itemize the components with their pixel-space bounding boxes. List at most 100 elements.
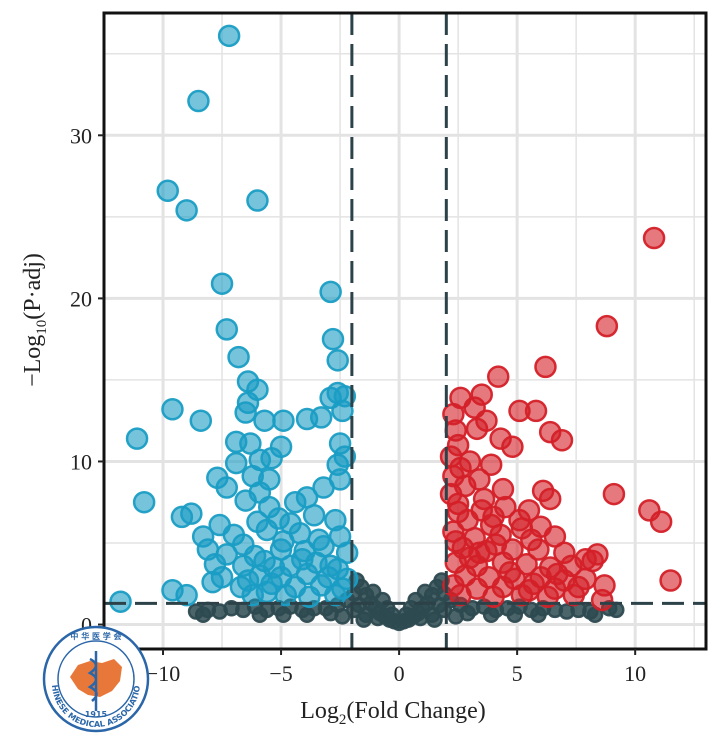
y-axis-title: −Log10(P·adj) <box>20 253 50 387</box>
down-point <box>333 445 357 468</box>
down-point <box>302 504 326 527</box>
up-point <box>449 583 472 607</box>
down-point <box>260 446 283 470</box>
seal-year-text: 1915 <box>85 710 108 719</box>
up-point <box>550 429 574 452</box>
down-point <box>298 585 321 609</box>
up-point <box>465 417 489 441</box>
down-point <box>189 409 213 432</box>
data-points <box>109 24 682 632</box>
down-point <box>326 349 349 372</box>
not_significant-point <box>275 606 292 624</box>
up-point <box>479 453 503 476</box>
not_significant-point <box>298 606 316 624</box>
down-point <box>319 554 342 578</box>
down-point <box>262 556 286 579</box>
x-tick-label: −10 <box>146 661 180 686</box>
up-point <box>536 585 560 609</box>
down-point <box>234 401 257 424</box>
up-point <box>649 510 673 534</box>
down-point <box>236 569 260 592</box>
not_significant-point <box>194 606 212 624</box>
down-point <box>215 476 239 499</box>
not_significant-point <box>397 606 415 624</box>
association-seal-logo: 中 华 医 学 会 CHINESE MEDICAL ASSOCIATION 19… <box>42 625 150 733</box>
down-point <box>175 199 198 222</box>
not_significant-point <box>374 591 391 609</box>
down-point <box>156 179 179 203</box>
down-point <box>255 518 279 542</box>
down-point <box>324 583 347 607</box>
y-tick-label: 20 <box>70 286 92 311</box>
not_significant-point <box>426 611 443 628</box>
up-point <box>510 517 534 540</box>
down-point <box>309 406 333 429</box>
up-point <box>522 572 545 596</box>
staff-icon <box>87 651 98 711</box>
up-point <box>468 541 491 565</box>
not_significant-point <box>482 606 500 624</box>
down-point <box>272 409 295 432</box>
not_significant-point <box>435 601 453 619</box>
down-point <box>180 502 203 525</box>
up-point <box>562 583 586 607</box>
up-point <box>527 538 550 561</box>
down-point <box>246 189 269 212</box>
x-axis-title: Log2(Fold Change) <box>300 698 485 728</box>
up-point <box>595 314 619 338</box>
up-point <box>498 561 522 584</box>
not_significant-point <box>383 606 401 624</box>
down-point <box>328 468 352 491</box>
up-point <box>534 355 557 379</box>
x-tick-label: 5 <box>512 661 523 686</box>
down-point <box>161 398 184 421</box>
y-tick-label: 30 <box>70 123 92 148</box>
down-point <box>125 427 149 450</box>
not_significant-point <box>407 591 424 609</box>
x-tick-label: 0 <box>394 661 405 686</box>
down-point <box>175 583 198 607</box>
down-point <box>307 528 331 551</box>
down-point <box>201 570 224 594</box>
down-point <box>319 280 342 304</box>
up-point <box>439 482 463 506</box>
up-point <box>472 487 496 511</box>
axis-ticks: −10 −5 0 5 10 0 10 20 30 <box>70 123 646 686</box>
up-point <box>524 399 548 423</box>
up-point <box>590 588 614 612</box>
down-point <box>215 318 239 341</box>
not_significant-point <box>345 601 363 619</box>
up-point <box>487 365 510 388</box>
plot-frame <box>102 11 708 651</box>
x-tick-label: −5 <box>269 661 292 686</box>
seal-top-text: 中 华 医 学 会 <box>70 631 121 641</box>
down-point <box>224 451 248 475</box>
not_significant-point <box>251 606 269 624</box>
not_significant-point <box>530 606 547 624</box>
not_significant-point <box>355 611 372 628</box>
down-point <box>253 409 276 432</box>
down-point <box>227 345 250 369</box>
x-tick-label: 10 <box>624 661 646 686</box>
down-point <box>255 580 279 604</box>
y-tick-label: 0 <box>81 613 92 638</box>
down-point <box>187 89 210 113</box>
down-point <box>331 399 354 423</box>
up-point <box>543 525 567 548</box>
down-point <box>234 489 257 512</box>
up-point <box>659 569 682 592</box>
down-point <box>239 432 262 455</box>
up-point <box>482 585 505 609</box>
down-point <box>243 544 267 568</box>
not_significant-point <box>506 606 524 624</box>
up-point <box>574 548 597 571</box>
down-point <box>291 548 314 571</box>
down-point <box>210 272 234 295</box>
threshold-lines <box>104 13 706 649</box>
y-tick-label: 10 <box>70 449 92 474</box>
down-point <box>109 590 132 613</box>
up-point <box>444 530 468 553</box>
down-point <box>321 327 345 351</box>
down-point <box>132 490 156 514</box>
up-point <box>501 435 524 459</box>
